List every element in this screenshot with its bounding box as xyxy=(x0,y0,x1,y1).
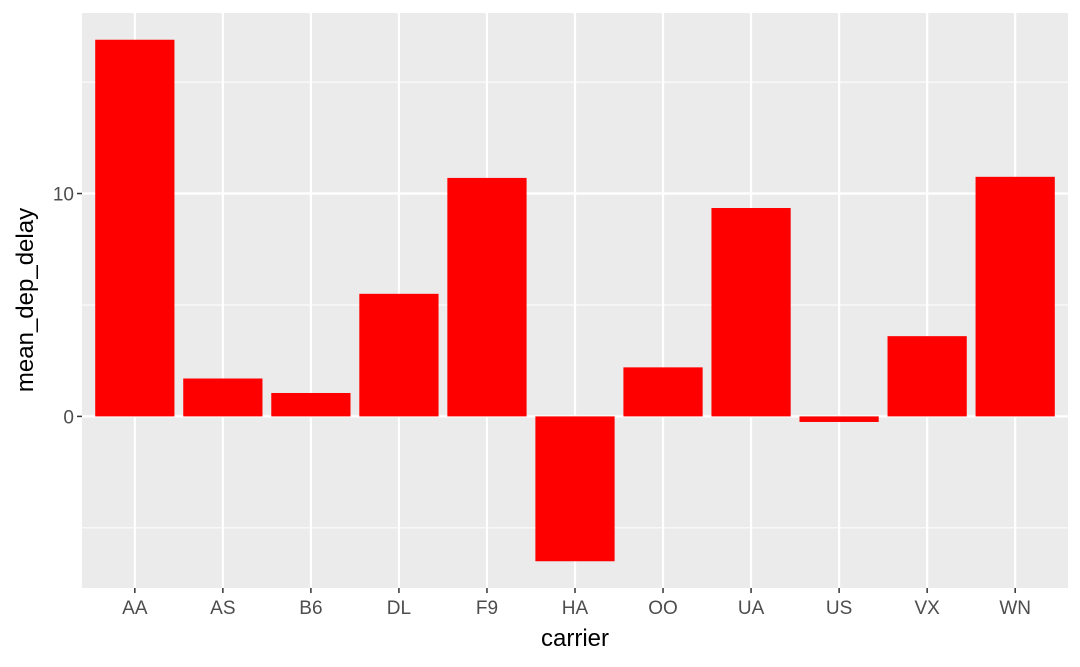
x-tick-label: F9 xyxy=(476,598,498,619)
x-tick-label: UA xyxy=(738,598,765,619)
bar xyxy=(711,208,791,417)
x-tick-label: B6 xyxy=(299,598,322,619)
bar xyxy=(535,416,615,562)
y-tick-label: 10 xyxy=(53,185,74,206)
x-tick-label: HA xyxy=(562,598,589,619)
x-tick-label: WN xyxy=(999,598,1031,619)
y-tick-label: 0 xyxy=(63,407,74,428)
x-tick-label: OO xyxy=(648,598,678,619)
x-tick-label: DL xyxy=(387,598,411,619)
bar xyxy=(183,378,263,417)
bar xyxy=(359,293,439,417)
bar xyxy=(623,367,703,417)
bar xyxy=(95,39,175,417)
x-tick-label: AA xyxy=(122,598,148,619)
bar xyxy=(271,392,351,417)
x-axis: AA AS B6 DL F9 HA OO UA US VX WN xyxy=(122,588,1031,619)
x-tick-label: VX xyxy=(914,598,940,619)
x-tick-label: AS xyxy=(210,598,235,619)
bar xyxy=(447,177,527,417)
y-axis-title: mean_dep_delay xyxy=(12,208,39,392)
x-tick-label: US xyxy=(826,598,852,619)
bar xyxy=(975,176,1055,417)
x-axis-title: carrier xyxy=(541,625,609,652)
bar xyxy=(799,416,879,422)
bar xyxy=(887,336,967,417)
bars xyxy=(95,39,1055,562)
y-axis: 0 10 xyxy=(53,185,82,428)
